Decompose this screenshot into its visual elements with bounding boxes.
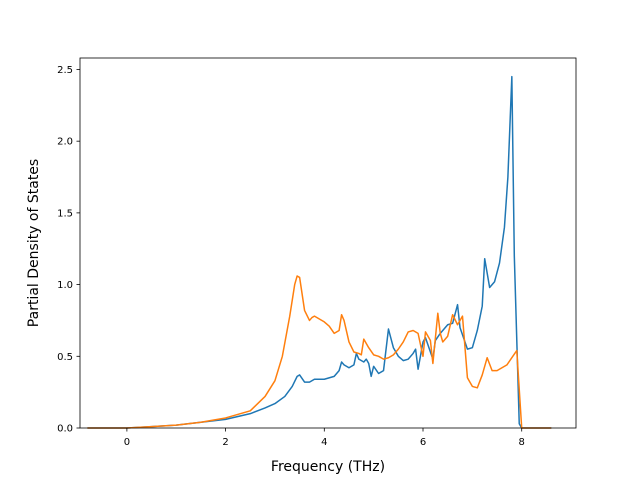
y-axis-label: Partial Density of States — [26, 159, 42, 327]
x-tick-label: 0 — [124, 437, 130, 448]
series-line-1 — [87, 75, 552, 429]
y-tick-label: 2.5 — [57, 65, 73, 76]
ticks-layer: 0 2 4 6 8 0.0 0.5 1.0 1.5 2.0 2.5 — [57, 65, 525, 448]
y-tick-label: 1.0 — [57, 280, 73, 291]
x-tick-label: 4 — [321, 437, 327, 448]
y-tick-label: 1.5 — [57, 208, 73, 219]
series-line-2 — [87, 275, 552, 429]
x-tick-label: 8 — [519, 437, 525, 448]
plot-frame — [79, 57, 577, 429]
y-tick-label: 0.0 — [57, 424, 73, 435]
y-tick-label: 2.0 — [57, 137, 73, 148]
series-layer — [87, 75, 552, 429]
y-tick-label: 0.5 — [57, 352, 73, 363]
x-tick-label: 6 — [420, 437, 426, 448]
x-tick-label: 2 — [222, 437, 228, 448]
x-axis-label: Frequency (THz) — [271, 459, 385, 475]
